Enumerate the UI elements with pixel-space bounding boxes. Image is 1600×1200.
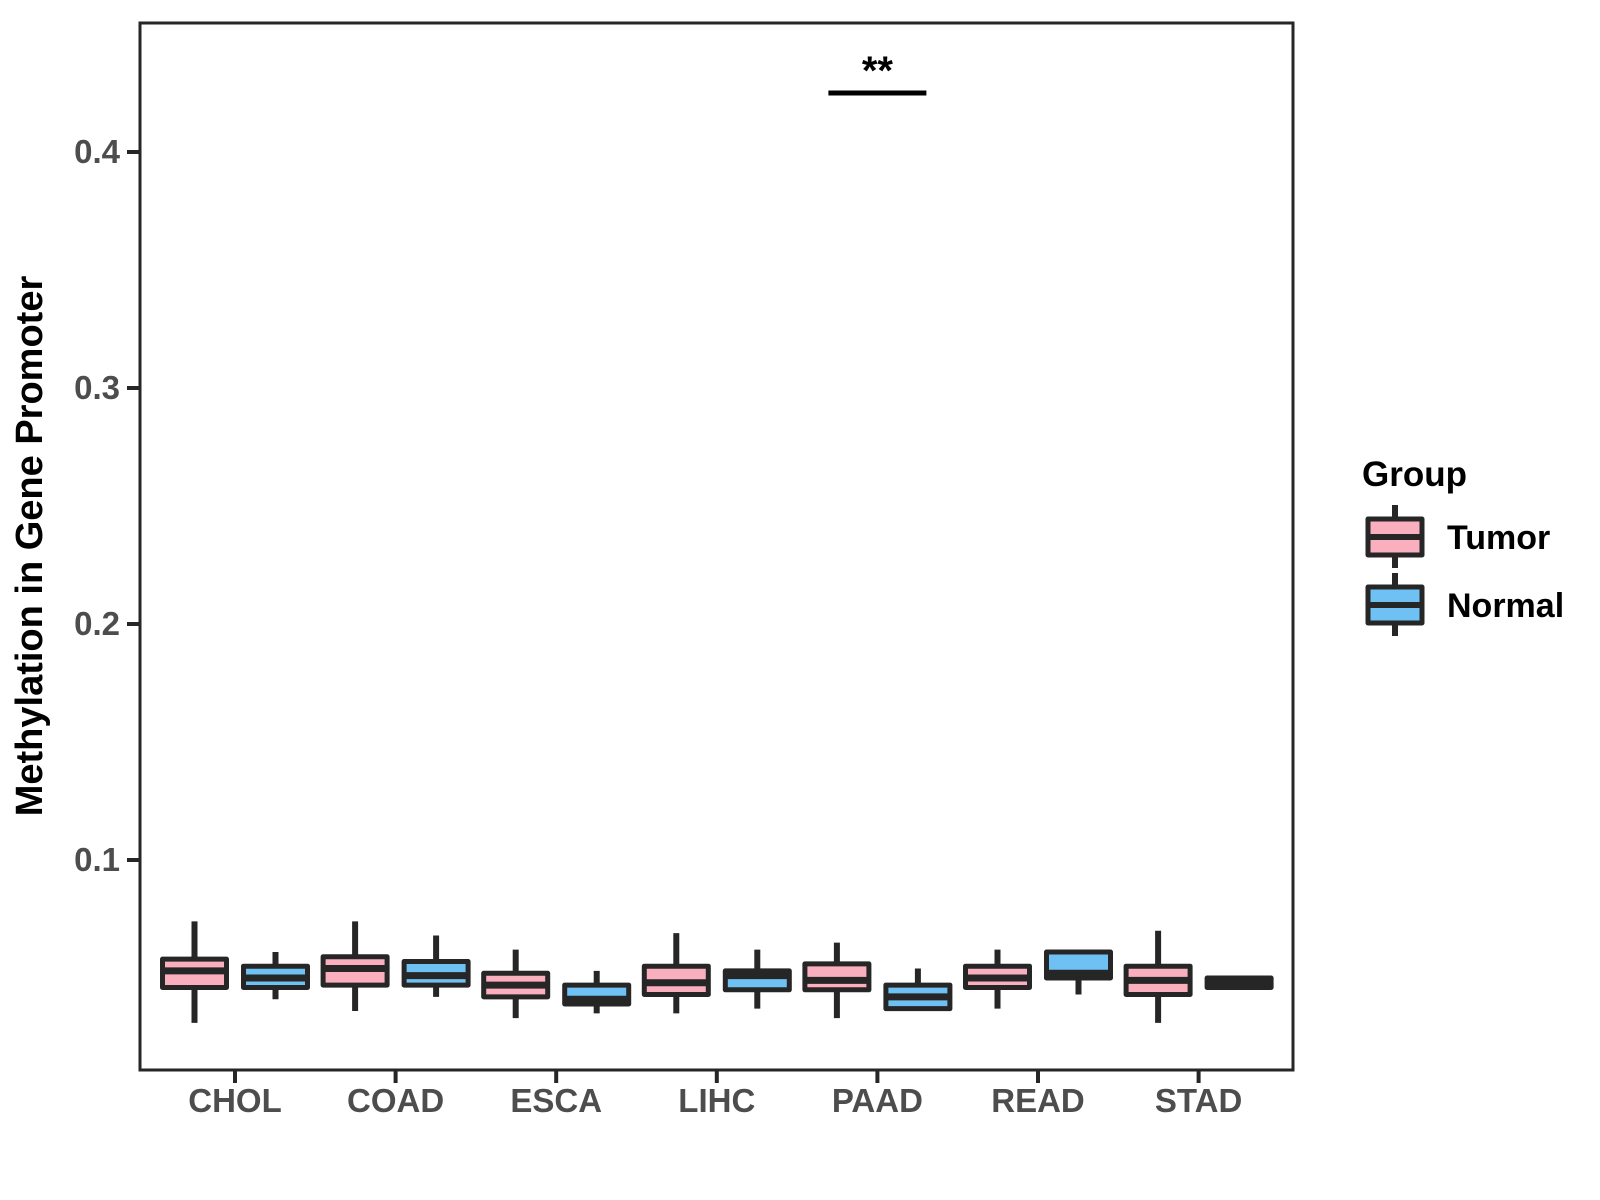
legend-key-normal: Normal bbox=[1365, 573, 1564, 636]
box-READ-normal bbox=[1044, 949, 1113, 995]
significance-label: ** bbox=[862, 49, 894, 93]
plot-area: 0.1 0.2 0.3 0.4 CHOL COAD ESCA LIHC PAAD READ STAD… bbox=[74, 21, 1295, 1119]
x-tick-label: COAD bbox=[347, 1082, 444, 1119]
y-tick-label: 0.3 bbox=[74, 369, 120, 406]
x-tick-label: ESCA bbox=[510, 1082, 602, 1119]
box-PAAD-normal bbox=[883, 968, 953, 1012]
box-LIHC-tumor bbox=[641, 933, 711, 1014]
box-CHOL-normal bbox=[241, 952, 310, 1000]
x-tick-label: PAAD bbox=[832, 1082, 923, 1119]
x-tick-label: CHOL bbox=[188, 1082, 282, 1119]
y-tick-label: 0.1 bbox=[74, 841, 120, 878]
x-tick-label: LIHC bbox=[678, 1082, 755, 1119]
y-tick-label: 0.4 bbox=[74, 133, 121, 170]
box-ESCA-normal bbox=[562, 970, 632, 1014]
box-LIHC-normal bbox=[722, 949, 792, 1009]
x-tick-label: STAD bbox=[1155, 1082, 1242, 1119]
box-STAD-tumor bbox=[1123, 930, 1193, 1023]
box-PAAD-tumor bbox=[802, 942, 872, 1019]
legend-title: Group bbox=[1362, 455, 1467, 494]
y-axis-title: Methylation in Gene Promoter bbox=[9, 276, 51, 817]
box-CHOL-tumor bbox=[160, 921, 229, 1023]
y-tick-label: 0.2 bbox=[74, 605, 120, 642]
box-STAD-normal bbox=[1204, 975, 1274, 990]
box-COAD-tumor bbox=[320, 921, 390, 1012]
legend-label-normal: Normal bbox=[1447, 587, 1564, 625]
legend-key-tumor: Tumor bbox=[1365, 505, 1550, 568]
box-ESCA-tumor bbox=[481, 949, 551, 1019]
legend: Group Tumor Normal bbox=[1362, 455, 1564, 636]
x-tick-label: READ bbox=[991, 1082, 1085, 1119]
box-COAD-normal bbox=[401, 935, 471, 997]
panel-border bbox=[138, 21, 1295, 1072]
box-READ-tumor bbox=[963, 949, 1032, 1009]
legend-label-tumor: Tumor bbox=[1447, 519, 1550, 557]
